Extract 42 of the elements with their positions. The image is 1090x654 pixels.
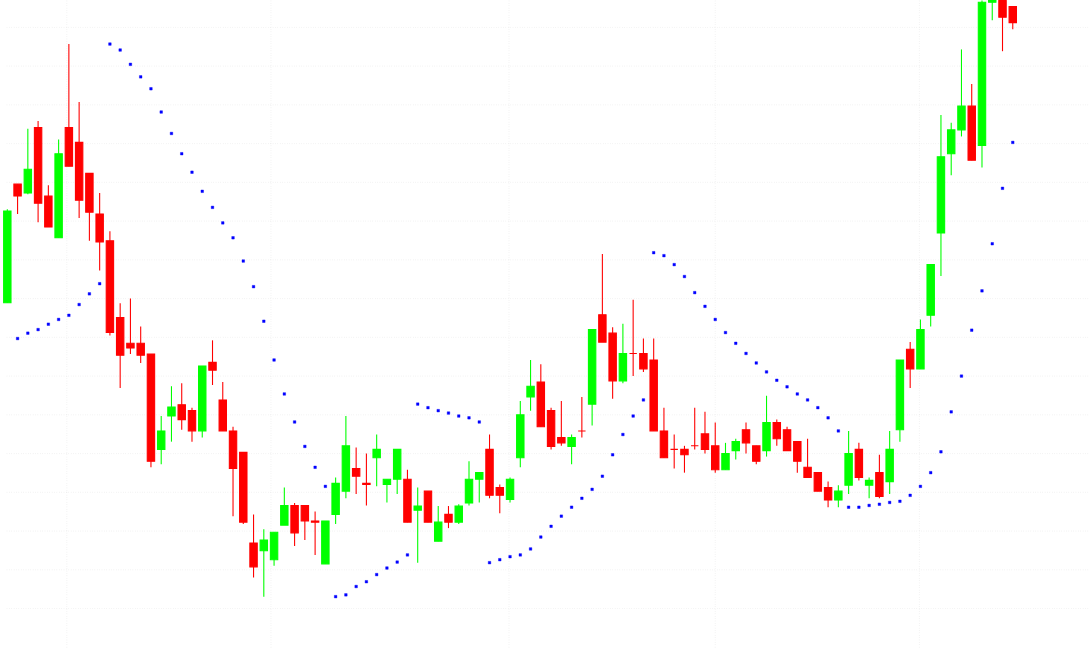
candlestick [13, 183, 22, 215]
candlestick [433, 505, 443, 542]
candlestick [741, 421, 751, 455]
candlestick [259, 528, 269, 598]
candlestick [557, 400, 566, 447]
candlestick [793, 441, 802, 474]
candlestick [464, 460, 474, 506]
candlestick [300, 504, 310, 541]
candlestick [905, 341, 915, 389]
candlestick [752, 445, 761, 465]
candlestick [567, 433, 576, 465]
candlestick [526, 359, 535, 412]
candlestick [362, 452, 371, 506]
candlestick [351, 447, 361, 495]
candlestick [864, 476, 874, 499]
candlestick [721, 442, 730, 471]
candlestick [577, 396, 587, 438]
candlestick [167, 385, 176, 443]
candlestick [208, 339, 217, 386]
candlestick [680, 445, 689, 474]
candlestick [834, 484, 843, 508]
candlestick [372, 433, 381, 487]
candlestick [782, 426, 792, 452]
candlestick [187, 407, 197, 443]
candlestick [731, 438, 740, 461]
candlestick [23, 128, 33, 195]
candlestick [177, 382, 186, 431]
candlestick [710, 421, 720, 474]
candlestick [988, 0, 997, 21]
candlestick [156, 415, 166, 465]
candlestick [505, 476, 515, 503]
candlestick [823, 481, 833, 508]
candlestick [454, 503, 463, 525]
candlestick [280, 486, 289, 526]
candlestick [475, 472, 484, 503]
candlestick [772, 419, 782, 447]
candlestick [249, 513, 258, 579]
candlestick [310, 510, 320, 556]
candlestick [875, 454, 884, 499]
candlestick [700, 411, 710, 455]
candlestick [413, 486, 422, 564]
candlestick [444, 505, 453, 529]
